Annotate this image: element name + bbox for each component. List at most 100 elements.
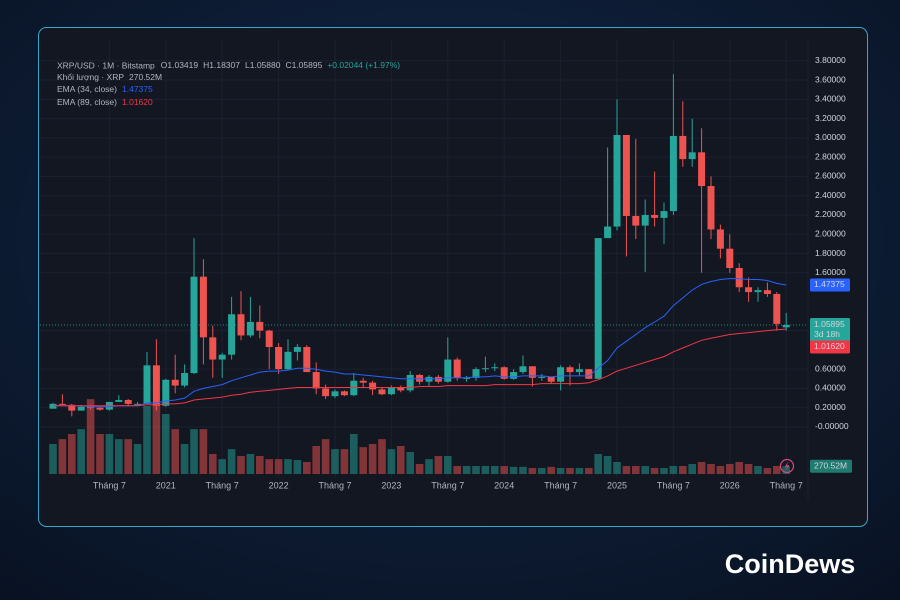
volume-bar: [782, 466, 790, 474]
candle-body: [782, 324, 790, 328]
candle-body: [444, 359, 452, 382]
candle-body: [566, 367, 574, 373]
volume-bar: [547, 466, 555, 474]
candle-body: [256, 321, 264, 331]
volume-bar: [265, 459, 273, 474]
candle-body: [594, 238, 602, 379]
volume-bar: [68, 434, 76, 474]
candle-body: [369, 382, 377, 390]
candle-body: [152, 365, 160, 406]
volume-bar: [528, 468, 537, 474]
ema-legend: EMA (34, close) 1.47375: [57, 84, 153, 94]
candle-body: [613, 134, 621, 227]
candle-body: [519, 366, 527, 373]
volume-value: 270.52M: [129, 72, 162, 82]
volume-bar: [707, 464, 715, 474]
y-tick-label: 2.60000: [815, 171, 846, 181]
price-box-label: 1.05895: [814, 319, 845, 329]
candle-body: [463, 377, 471, 379]
alert-circle[interactable]: [779, 458, 795, 474]
x-tick-label: Tháng 7: [206, 480, 239, 490]
candle-body: [209, 337, 217, 360]
volume-bar: [218, 459, 226, 474]
price-box: [810, 317, 850, 342]
candle-body: [228, 314, 236, 355]
candle-body: [293, 347, 301, 352]
volume-bar: [434, 456, 443, 474]
candle-body: [359, 380, 367, 383]
candle-body: [181, 373, 189, 386]
volume-bar: [773, 466, 781, 474]
candle-body: [68, 404, 76, 411]
candle-body: [641, 214, 649, 226]
price-box: [810, 278, 850, 292]
ema-value: 1.01620: [122, 97, 153, 107]
candle-body: [96, 407, 104, 410]
volume-bar: [406, 452, 414, 474]
volume-bar: [585, 468, 593, 474]
candle-body: [218, 354, 226, 360]
volume-bar: [594, 454, 602, 474]
volume-bar: [331, 449, 339, 474]
volume-bar: [387, 449, 396, 474]
volume-legend: Khối lượng · XRP 270.52M: [57, 72, 162, 82]
ohlc-item: O1.03419: [161, 60, 199, 70]
candle-body: [491, 367, 499, 369]
volume-bar: [199, 429, 208, 474]
x-tick-label: Tháng 7: [93, 480, 126, 490]
volume-bar: [162, 414, 170, 474]
alert-icon[interactable]: [779, 458, 795, 474]
volume-bar: [246, 454, 255, 474]
volume-bar: [603, 456, 612, 474]
volume-bar: [697, 462, 706, 474]
x-tick-label: 2026: [720, 480, 740, 490]
candle-body: [726, 248, 734, 268]
ohlc-item: H1.18307: [203, 60, 240, 70]
volume-bar: [462, 466, 471, 474]
volume-bar: [368, 444, 377, 474]
candle-body: [688, 152, 696, 160]
volume-bar: [274, 459, 283, 474]
x-tick-label: Tháng 7: [431, 480, 464, 490]
y-tick-label: 3.60000: [815, 74, 846, 84]
price-box: [810, 340, 850, 354]
candle-body: [378, 389, 386, 395]
volume-bar: [227, 449, 236, 474]
volume-bar: [650, 468, 659, 474]
volume-bar: [105, 434, 114, 474]
volume-bar: [152, 404, 161, 474]
candle-body: [622, 134, 630, 216]
y-tick-label: 0.20000: [815, 402, 846, 412]
x-tick-label: Tháng 7: [544, 480, 577, 490]
volume-bar: [340, 449, 349, 474]
y-tick-label: 2.40000: [815, 190, 846, 200]
volume-bar: [491, 466, 499, 474]
candle-body: [397, 387, 405, 391]
candle-body: [679, 135, 687, 160]
candle-body: [538, 376, 546, 378]
y-tick-label: 3.40000: [815, 94, 846, 104]
ema-value: 1.47375: [122, 84, 153, 94]
ema-name: EMA (89, close): [57, 97, 117, 107]
volume-bar: [556, 468, 565, 474]
y-tick-label: 3.00000: [815, 132, 846, 142]
volume-bar: [180, 444, 189, 474]
volume-bar: [190, 429, 198, 474]
candle-body: [331, 391, 339, 397]
volume-bar: [293, 460, 302, 474]
volume-bar: [735, 462, 743, 474]
candle-body: [735, 267, 743, 288]
y-tick-label: 2.80000: [815, 151, 846, 161]
volume-bar: [500, 466, 508, 474]
volume-bar: [688, 464, 696, 474]
volume-bar: [321, 439, 330, 474]
volume-bar: [566, 468, 574, 474]
volume-bar: [209, 454, 217, 474]
candle-body: [322, 388, 330, 397]
volume-bar: [133, 444, 142, 474]
candle-body: [340, 391, 348, 396]
candle-body: [510, 372, 518, 379]
x-tick-label: Tháng 7: [318, 480, 351, 490]
ema-line: [53, 328, 787, 407]
